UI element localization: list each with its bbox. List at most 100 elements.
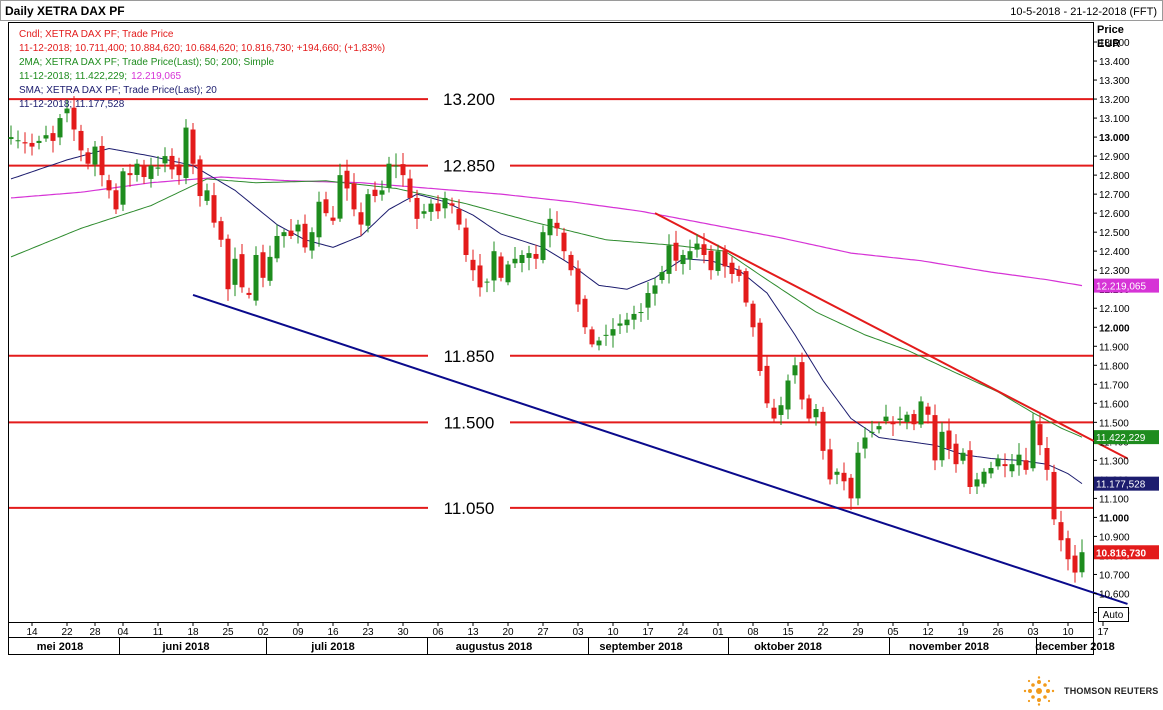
legend: Cndl; XETRA DAX PF; Trade Price 11-12-20…	[19, 29, 385, 110]
candle-body	[673, 242, 679, 261]
candle-body	[484, 281, 490, 283]
candle-body	[183, 127, 189, 178]
y-tick-label: 12.100	[1099, 304, 1130, 315]
candle-body	[1044, 448, 1050, 470]
candle-body	[379, 190, 385, 195]
candle-body	[1002, 464, 1008, 467]
candle-body	[799, 362, 805, 400]
candle-body	[995, 458, 1001, 467]
candle-body	[841, 472, 847, 482]
candle-body	[554, 222, 560, 229]
candle-body	[281, 232, 287, 237]
candle-body	[834, 471, 840, 475]
price-axis-label: Price	[1097, 24, 1124, 36]
candle-body	[708, 250, 714, 271]
y-tick-label: 12.900	[1099, 152, 1130, 163]
candle-body	[204, 190, 210, 201]
candle-body	[71, 107, 77, 130]
candle-body	[232, 258, 238, 285]
x-tick-label: 17	[1097, 627, 1109, 638]
x-tick-label: 01	[712, 627, 724, 638]
candle-body	[575, 268, 581, 305]
price-tag-label: 11.422,229	[1096, 433, 1146, 444]
candle-body	[253, 254, 259, 301]
candle-body	[869, 431, 875, 433]
y-tick-label: 13.100	[1099, 114, 1130, 125]
level-label-bg	[428, 345, 510, 366]
x-tick-label: 19	[957, 627, 969, 638]
candle-body	[274, 235, 280, 259]
candle-body	[988, 467, 994, 474]
candle-body	[169, 155, 175, 170]
candle-body	[813, 409, 819, 418]
x-tick-label: 02	[257, 627, 269, 638]
candle-body	[792, 365, 798, 376]
x-tick-label: 05	[887, 627, 899, 638]
candle-body	[953, 443, 959, 465]
candle-body	[827, 449, 833, 480]
candle-body	[141, 166, 147, 178]
candle-body	[456, 208, 462, 225]
x-tick-label: 04	[117, 627, 129, 638]
auto-scale-button[interactable]	[1098, 607, 1129, 622]
candle-body	[526, 253, 532, 258]
price-tag-label: 12.219,065	[1096, 282, 1146, 293]
x-tick-label: 27	[537, 627, 549, 638]
candle-body	[106, 180, 112, 191]
candle-body	[890, 421, 896, 425]
candle-body	[260, 252, 266, 278]
moving-averages	[10, 147, 1083, 485]
price-tag-last	[1094, 545, 1159, 560]
candle-body	[512, 258, 518, 264]
candle-body	[414, 197, 420, 219]
candle-body	[85, 152, 91, 164]
candle-body	[393, 165, 399, 167]
candle-body	[582, 298, 588, 328]
candle-body	[162, 156, 168, 164]
candle-body	[309, 232, 315, 251]
x-tick-label: 03	[1027, 627, 1039, 638]
candle-body	[99, 145, 105, 176]
y-tick-label: 13.500	[1099, 38, 1130, 49]
x-tick-label: 15	[782, 627, 794, 638]
x-tick-label: 28	[89, 627, 101, 638]
level-label: 12.850	[443, 157, 495, 176]
x-tick-label: 24	[677, 627, 689, 638]
candle-body	[197, 159, 203, 197]
x-tick-label: 25	[222, 627, 234, 638]
chart-title: Daily XETRA DAX PF	[5, 4, 125, 18]
candle-body	[1072, 555, 1078, 573]
candle-body	[477, 265, 483, 288]
candle-body	[687, 251, 693, 260]
price-tag-ma50	[1094, 430, 1159, 445]
candle-body	[897, 418, 903, 421]
candle-body	[519, 254, 525, 263]
candle-body	[267, 256, 273, 281]
candle-body	[659, 272, 665, 280]
candle-body	[652, 285, 658, 294]
level-label-bg	[428, 89, 510, 110]
month-label: december 2018	[1035, 641, 1115, 653]
price-tags: 12.219,065 11.422,229 11.177,528 10.816,730	[1094, 278, 1159, 560]
candle-body	[148, 165, 154, 179]
candle-body	[764, 365, 770, 404]
candle-body	[1051, 471, 1057, 520]
candle-body	[1079, 552, 1085, 573]
candle-body	[491, 251, 497, 281]
x-tick-label: 11	[153, 627, 164, 638]
candle-body	[925, 406, 931, 415]
candle-body	[946, 430, 952, 449]
candle-body	[344, 170, 350, 189]
y-tick-label: 11.900	[1099, 342, 1129, 353]
y-tick-label: 12.300	[1099, 266, 1130, 277]
candle-body	[78, 130, 84, 151]
y-tick-label: 12.800	[1099, 171, 1130, 182]
candle-body	[932, 415, 938, 461]
candle-body	[50, 133, 56, 141]
legend-ma-name: 2MA; XETRA DAX PF; Trade Price(Last); 50…	[19, 57, 275, 68]
candle-body	[736, 269, 742, 276]
horizontal-levels: 13.200 12.850 11.850 11.500 11.050	[9, 89, 1093, 518]
candle-body	[386, 163, 392, 188]
candle-body	[57, 118, 63, 138]
candle-body	[246, 292, 252, 295]
